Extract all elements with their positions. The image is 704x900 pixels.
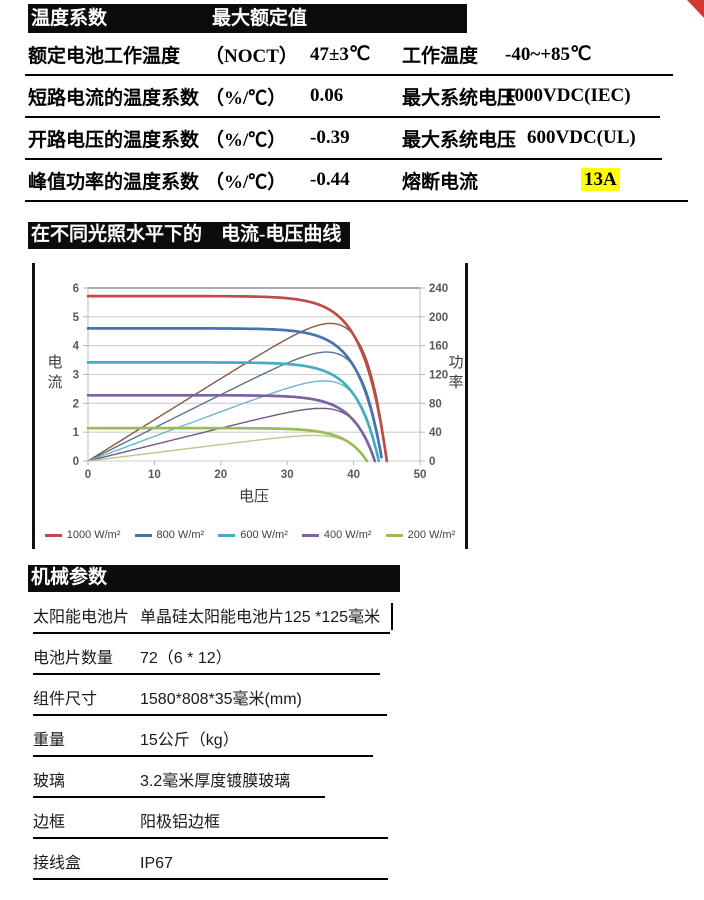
row-value-2: 600VDC(UL) [527, 127, 636, 148]
legend-item: 800 W/m² [134, 529, 205, 541]
svg-text:6: 6 [73, 283, 79, 295]
table-row: 开路电压的温度系数 （%/℃） -0.39 最大系统电压 600VDC(UL) [25, 118, 662, 160]
svg-text:50: 50 [414, 469, 427, 481]
row-label-2: 最大系统电压 [402, 87, 517, 109]
fuse-rating-highlighted: 13A [581, 168, 620, 191]
svg-text:20: 20 [214, 469, 227, 481]
text-cursor [391, 603, 393, 630]
table-row: 额定电池工作温度 （NOCT） 47±3℃ 工作温度 -40~+85℃ [25, 34, 673, 76]
svg-text:4: 4 [73, 341, 80, 353]
row-label: 玻璃 [33, 773, 66, 790]
row-value: 1580*808*35毫米(mm) [140, 691, 302, 708]
table-row: 太阳能电池片 单晶硅太阳能电池片125 *125毫米 [33, 593, 393, 634]
row-label: 电池片数量 [33, 650, 114, 667]
table-row: 边框 阳极铝边框 [33, 798, 388, 839]
svg-text:率: 率 [448, 374, 463, 391]
header-max-ratings: 最大额定值 [212, 8, 308, 29]
section-header-iv-curves: 在不同光照水平下的 电流-电压曲线 [28, 222, 350, 249]
svg-text:160: 160 [429, 341, 448, 353]
row-unit: （%/℃） [205, 87, 287, 109]
table-row: 短路电流的温度系数 （%/℃） 0.06 最大系统电压 1000VDC(IEC) [25, 76, 660, 118]
row-value: 0.06 [310, 85, 344, 106]
row-label: 峰值功率的温度系数 [28, 171, 200, 193]
svg-text:1: 1 [73, 427, 80, 439]
row-value: -0.39 [310, 127, 350, 148]
legend-label: 200 W/m² [407, 529, 456, 541]
svg-text:功: 功 [448, 354, 463, 371]
row-unit: （%/℃） [205, 171, 287, 193]
svg-text:40: 40 [347, 469, 360, 481]
svg-text:30: 30 [281, 469, 294, 481]
svg-text:2: 2 [73, 398, 79, 410]
row-value: 单晶硅太阳能电池片125 *125毫米 [140, 609, 381, 626]
table-row: 玻璃 3.2毫米厚度镀膜玻璃 [33, 757, 325, 798]
row-value: -0.44 [310, 169, 350, 190]
legend-swatch [301, 533, 319, 537]
svg-text:流: 流 [47, 374, 62, 391]
row-label: 边框 [33, 814, 66, 831]
chart-plot-area: 0 1 2 3 4 5 6 0 40 80 120 160 200 240 0 10 20 30 40 50 电压 电流 功… [47, 283, 463, 505]
page-corner-decoration [687, 0, 704, 18]
temperature-table: 额定电池工作温度 （NOCT） 47±3℃ 工作温度 -40~+85℃ 短路电流… [25, 34, 688, 202]
svg-text:240: 240 [429, 283, 448, 295]
svg-text:0: 0 [73, 456, 79, 468]
legend-swatch [44, 533, 62, 537]
row-value: 47±3℃ [310, 43, 371, 65]
row-label-2: 熔断电流 [402, 171, 479, 193]
svg-text:5: 5 [73, 312, 80, 324]
legend-item: 200 W/m² [385, 529, 456, 541]
section-header-temperature: 温度系数 最大额定值 [28, 4, 467, 33]
legend-label: 1000 W/m² [66, 529, 121, 541]
svg-text:电压: 电压 [239, 488, 269, 505]
legend-label: 600 W/m² [240, 529, 288, 541]
svg-text:0: 0 [429, 456, 435, 468]
table-row: 电池片数量 72（6 * 12） [33, 634, 380, 675]
row-value: IP67 [140, 855, 173, 872]
row-label: 短路电流的温度系数 [28, 87, 200, 109]
legend-item: 1000 W/m² [44, 529, 121, 541]
row-value: 72（6 * 12） [140, 650, 232, 667]
row-value: 阳极铝边框 [140, 814, 221, 831]
table-row: 峰值功率的温度系数 （%/℃） -0.44 熔断电流 13A [25, 160, 688, 202]
row-label: 额定电池工作温度 [28, 45, 181, 67]
legend-item: 600 W/m² [218, 529, 288, 541]
legend-label: 800 W/m² [156, 529, 205, 541]
svg-text:200: 200 [429, 312, 448, 324]
mechanical-table: 太阳能电池片 单晶硅太阳能电池片125 *125毫米 电池片数量 72（6 * … [33, 593, 433, 880]
legend-swatch [385, 533, 403, 537]
table-row: 重量 15公斤（kg） [33, 716, 373, 757]
row-value: 3.2毫米厚度镀膜玻璃 [140, 773, 291, 790]
legend-swatch [134, 533, 152, 537]
row-label: 组件尺寸 [33, 691, 98, 708]
legend-item: 400 W/m² [301, 529, 372, 541]
legend-label: 400 W/m² [323, 529, 372, 541]
row-value: 15公斤（kg） [140, 732, 239, 749]
header-temp-coefficients: 温度系数 [31, 8, 108, 29]
row-label: 开路电压的温度系数 [28, 129, 200, 151]
svg-text:0: 0 [85, 469, 91, 481]
svg-text:120: 120 [429, 370, 448, 382]
table-row: 接线盒 IP67 [33, 839, 388, 880]
svg-text:80: 80 [429, 398, 442, 410]
iv-curve-chart: 0 1 2 3 4 5 6 0 40 80 120 160 200 240 0 10 20 30 40 50 电压 电流 功… [32, 263, 468, 549]
chart-legend: 1000 W/m² 800 W/m² 600 W/m² 400 W/m² 200 W/m… [35, 529, 465, 541]
row-label: 太阳能电池片 [33, 609, 130, 626]
row-label: 重量 [33, 732, 66, 749]
legend-swatch [218, 533, 236, 537]
row-label-2: 最大系统电压 [402, 129, 517, 151]
row-value-2: -40~+85℃ [505, 43, 592, 65]
svg-text:电: 电 [47, 354, 62, 371]
svg-text:10: 10 [148, 469, 161, 481]
row-value-2: 1000VDC(IEC) [505, 85, 631, 106]
svg-text:3: 3 [73, 370, 79, 382]
row-unit: （%/℃） [205, 129, 287, 151]
svg-text:40: 40 [429, 427, 442, 439]
table-row: 组件尺寸 1580*808*35毫米(mm) [33, 675, 387, 716]
row-unit: （NOCT） [205, 45, 298, 67]
section-header-mechanical: 机械参数 [28, 565, 400, 592]
row-label-2: 工作温度 [402, 45, 479, 67]
row-label: 接线盒 [33, 855, 82, 872]
